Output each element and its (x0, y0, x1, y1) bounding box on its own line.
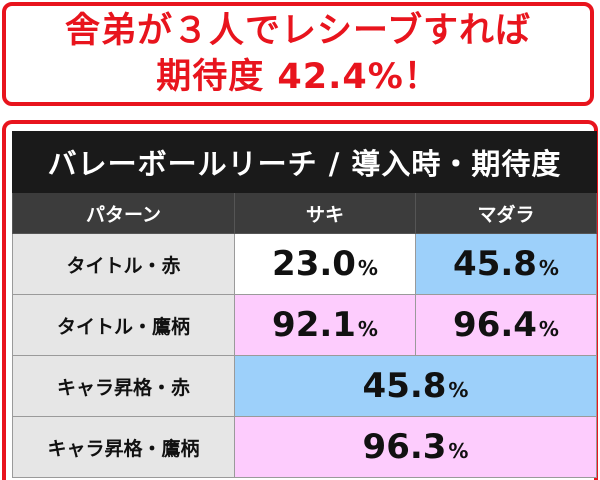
header-pattern: パターン (12, 192, 235, 234)
table-title: バレーボールリーチ / 導入時・期待度 (11, 131, 598, 193)
headline-line-2: 期待度 42.4%！ (156, 57, 440, 97)
cell-chara-hawk-merged: 96.3% (233, 416, 598, 478)
table-row: タイトル・赤 23.0% 45.8% (12, 233, 598, 295)
value: 45.8 (362, 366, 447, 406)
value: 92.1 (272, 305, 356, 345)
row-label-title-hawk: タイトル・鷹柄 (12, 294, 235, 356)
cell-title-hawk-saki: 92.1% (234, 294, 416, 356)
value: 23.0 (272, 244, 356, 284)
percent-unit: % (357, 256, 378, 280)
value: 96.3 (362, 427, 447, 467)
row-label-chara-red: キャラ昇格・赤 (12, 355, 235, 417)
percent-unit: % (538, 256, 559, 280)
table-row: キャラ昇格・鷹柄 96.3% (12, 416, 598, 478)
expectation-panel: バレーボールリーチ / 導入時・期待度 パターン サキ マダラ タイトル・赤 2… (2, 120, 598, 480)
header-saki: サキ (234, 192, 416, 234)
percent-unit: % (448, 439, 469, 463)
row-label-title-red: タイトル・赤 (12, 233, 235, 295)
percent-unit: % (357, 317, 378, 341)
table-title-row: バレーボールリーチ / 導入時・期待度 (11, 131, 598, 193)
percent-unit: % (538, 317, 559, 341)
row-label-chara-hawk: キャラ昇格・鷹柄 (12, 416, 235, 478)
table-row: タイトル・鷹柄 92.1% 96.4% (12, 294, 598, 356)
table-row: キャラ昇格・赤 45.8% (12, 355, 598, 417)
headline-line-1: 舎弟が３人でレシーブすれば (65, 11, 531, 51)
cell-title-red-madara: 45.8% (414, 233, 598, 295)
percent-unit: % (448, 378, 469, 402)
cell-title-hawk-madara: 96.4% (414, 294, 598, 356)
cell-chara-red-merged: 45.8% (233, 355, 598, 417)
table-header-row: パターン サキ マダラ (12, 192, 598, 234)
value: 96.4 (453, 305, 537, 345)
header-madara: マダラ (414, 192, 598, 234)
expectation-table: バレーボールリーチ / 導入時・期待度 パターン サキ マダラ タイトル・赤 2… (11, 131, 598, 478)
value: 45.8 (453, 244, 537, 284)
cell-title-red-saki: 23.0% (234, 233, 416, 295)
headline-box: 舎弟が３人でレシーブすれば 期待度 42.4%！ (2, 2, 594, 106)
